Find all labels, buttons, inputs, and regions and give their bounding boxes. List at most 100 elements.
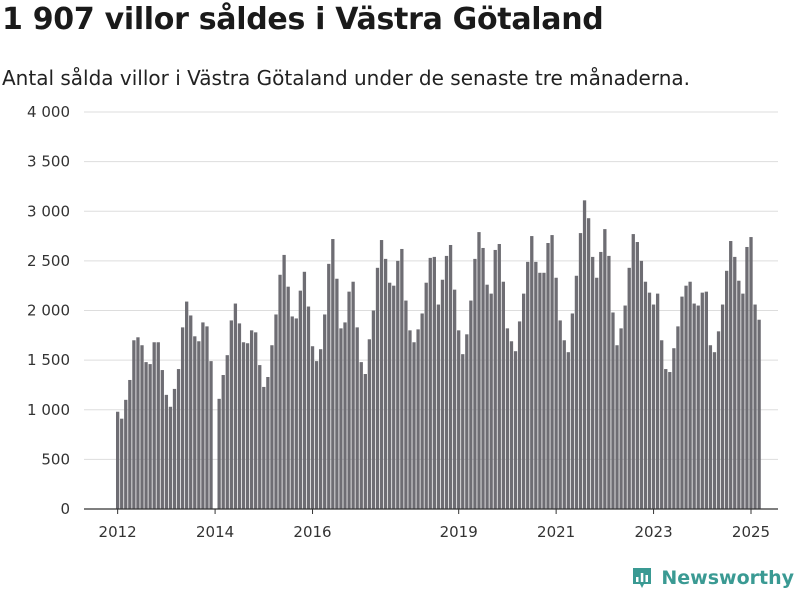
bar: [310, 346, 315, 509]
bar: [319, 349, 323, 509]
bar: [388, 282, 392, 509]
bar: [424, 282, 428, 509]
y-tick-label: 1 000: [27, 401, 70, 419]
y-tick-label: 4 000: [27, 103, 70, 121]
bar: [249, 330, 254, 509]
y-tick-label: 3 500: [27, 153, 70, 171]
bar: [704, 291, 708, 509]
bar: [132, 340, 136, 509]
bar: [233, 303, 238, 509]
bar: [611, 312, 615, 509]
brand-name: Newsworthy: [661, 567, 794, 589]
x-tick-label: 2014: [196, 523, 234, 541]
y-tick-label: 3 000: [27, 202, 70, 220]
bar: [367, 339, 372, 509]
bar: [542, 272, 546, 509]
bar: [692, 303, 696, 509]
bar: [229, 320, 233, 509]
bar: [635, 242, 639, 509]
x-tick-label: 2023: [634, 523, 672, 541]
x-tick-label: 2012: [99, 523, 137, 541]
bar: [355, 327, 359, 509]
bar: [578, 233, 583, 509]
bar: [517, 321, 522, 509]
bar: [254, 332, 258, 509]
bar: [120, 418, 124, 509]
bar: [477, 232, 481, 509]
highlight-value-label: 1 907: [739, 0, 785, 4]
y-tick-label: 2 000: [27, 302, 70, 320]
x-tick-label: 2021: [537, 523, 575, 541]
bar: [396, 260, 400, 509]
bar: [651, 304, 656, 509]
bar: [221, 375, 225, 509]
bar: [176, 369, 181, 509]
bar: [501, 281, 505, 509]
bar: [128, 379, 132, 509]
bar: [343, 322, 347, 509]
bar: [124, 399, 128, 509]
bar: [660, 340, 664, 509]
bar: [363, 374, 367, 509]
bar: [676, 326, 680, 509]
bar: [262, 386, 266, 509]
bar: [152, 342, 156, 509]
bar: [493, 249, 497, 509]
y-tick-label: 0: [60, 500, 70, 518]
bar: [327, 263, 331, 509]
newsworthy-logo-icon: [633, 568, 652, 588]
bar: [655, 293, 660, 509]
bar: [432, 256, 436, 509]
bar: [461, 354, 465, 509]
newsworthy-brand[interactable]: Newsworthy: [631, 566, 794, 590]
bar: [197, 341, 201, 509]
x-tick-label: 2016: [293, 523, 331, 541]
bar: [359, 362, 363, 509]
bar: [485, 284, 489, 509]
bar: [668, 372, 672, 509]
bar: [371, 310, 376, 509]
bar: [725, 270, 729, 509]
bar: [144, 362, 148, 509]
bar: [591, 256, 595, 509]
bar: [416, 329, 420, 509]
bar: [172, 388, 177, 509]
bar: [574, 275, 579, 509]
bar: [278, 274, 282, 509]
bar: [217, 398, 221, 509]
bar: [457, 330, 461, 509]
bar: [314, 361, 319, 509]
bar: [347, 291, 351, 509]
highlight-label-halo: 1 907: [739, 0, 785, 4]
bar: [647, 292, 652, 509]
y-tick-label: 1 500: [27, 351, 70, 369]
bar: [116, 411, 120, 509]
bar: [599, 251, 603, 509]
bar: [586, 218, 591, 509]
bar: [680, 296, 684, 509]
bar: [420, 313, 424, 509]
bar: [538, 272, 542, 509]
y-tick-label: 500: [41, 450, 70, 468]
bar: [729, 241, 733, 509]
bar: [189, 315, 193, 509]
x-tick-label: 2025: [732, 523, 770, 541]
bar: [526, 261, 530, 509]
bar: [160, 370, 164, 509]
chart-title: 1 907 villor såldes i Västra Götaland: [2, 2, 604, 37]
bar: [148, 364, 152, 509]
bar: [546, 243, 550, 509]
bar: [497, 244, 501, 509]
bar: [201, 322, 205, 509]
bar: [274, 314, 278, 509]
bar: [428, 257, 432, 509]
bar: [639, 260, 644, 509]
bar: [664, 369, 668, 509]
bar: [331, 239, 335, 510]
bar: [753, 304, 757, 509]
bar: [440, 279, 445, 509]
bar: [558, 320, 562, 509]
bar: [306, 306, 311, 509]
y-tick-label: 2 500: [27, 252, 70, 270]
bar: [509, 341, 514, 509]
